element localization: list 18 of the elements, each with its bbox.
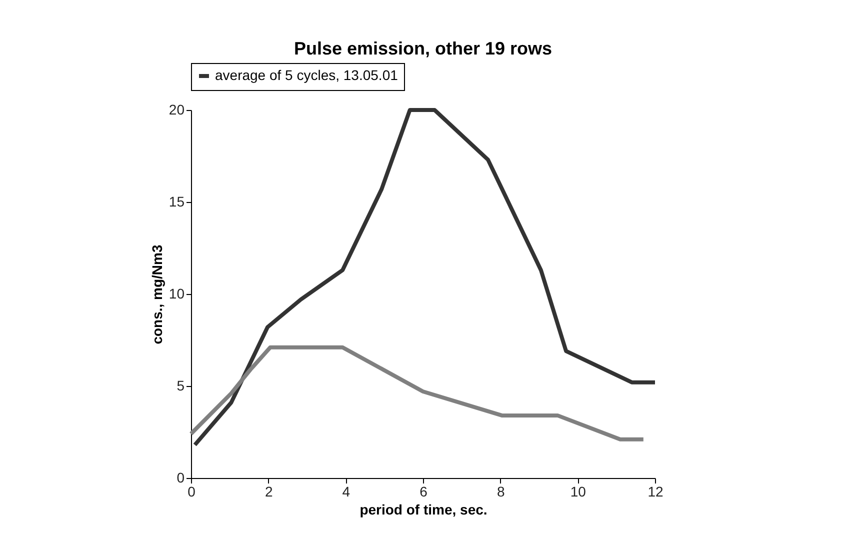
x-tick-label: 0 (188, 484, 196, 500)
x-tick-label: 4 (342, 484, 350, 500)
x-tick-label: 12 (648, 484, 664, 500)
x-axis-title: period of time, sec. (360, 502, 488, 518)
y-tick-label: 5 (176, 378, 185, 394)
chart-title: Pulse emission, other 19 rows (294, 38, 552, 58)
x-tick-label: 8 (496, 484, 505, 500)
y-axis-title: cons., mg/Nm3 (148, 244, 165, 344)
x-tick-label: 10 (570, 484, 586, 500)
y-tick-label: 15 (168, 194, 185, 210)
line-series (192, 108, 657, 447)
y-tick-label: 10 (168, 286, 185, 302)
x-tick-label: 6 (420, 484, 428, 500)
y-tick-label: 0 (176, 470, 185, 486)
y-tick-label: 20 (168, 102, 185, 118)
x-tick-label: 2 (264, 484, 273, 500)
line-series (189, 345, 646, 442)
legend-label: average of 5 cycles, 13.05.01 (215, 67, 398, 83)
